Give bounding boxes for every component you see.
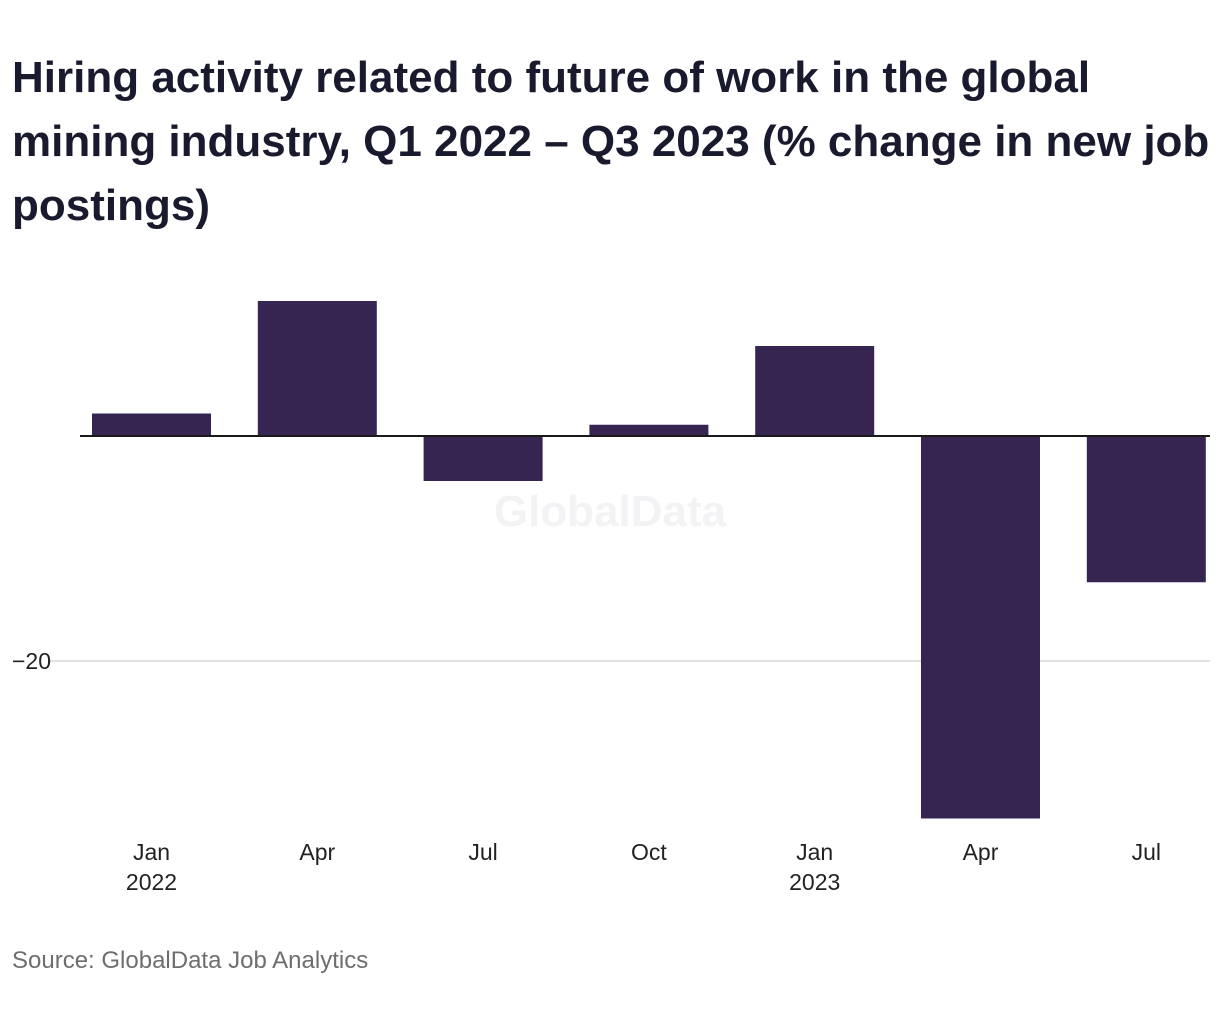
x-tick-label: Oct [631,839,667,865]
bar [589,424,709,436]
source-note: Source: GlobalData Job Analytics [12,947,369,974]
x-tick-year-label: 2023 [789,869,840,895]
bar [257,301,377,436]
x-tick-label: Jul [468,839,497,865]
x-tick-label: Apr [963,839,999,865]
x-axis-ticks: Jan 2022 Apr Jul Oct Jan 2023 Apr Jul [126,839,1161,895]
watermark-text: GlobalData [494,487,727,536]
bar [921,436,1040,819]
x-tick-label: Jul [1132,839,1161,865]
y-tick-label: −20 [12,648,51,674]
x-tick-label: Apr [299,839,335,865]
bar [1086,436,1206,583]
x-tick-label: Jan [796,839,833,865]
x-tick-year-label: 2022 [126,869,177,895]
bar [92,413,211,436]
chart-title: Hiring activity related to future of wor… [12,53,1210,230]
y-axis-ticks: −20 [12,648,51,674]
bar [423,436,543,481]
bar [755,346,875,436]
bars [92,301,1206,819]
x-tick-label: Jan [133,839,170,865]
